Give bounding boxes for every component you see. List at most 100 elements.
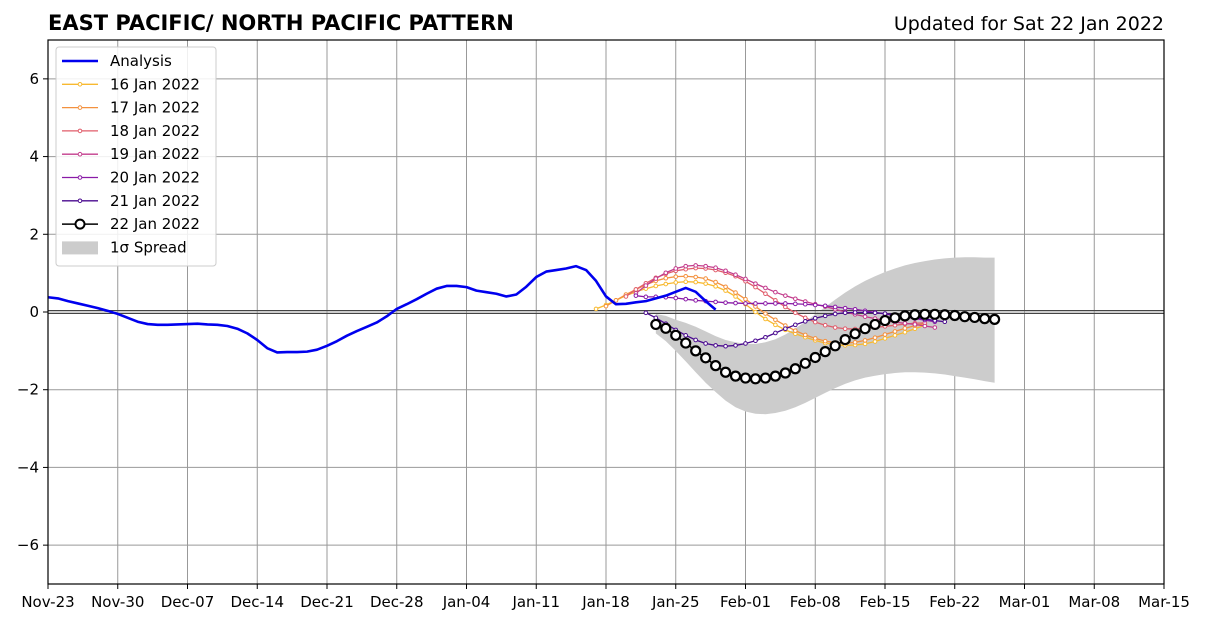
- forecast-point-3: [902, 320, 908, 326]
- legend-swatch-forecast-marker: [77, 151, 83, 157]
- y-tick-label: 2: [29, 225, 39, 243]
- forecast-point-1: [773, 317, 778, 323]
- forecast-point-3: [683, 263, 689, 269]
- x-tick-label: Dec-07: [161, 593, 215, 611]
- forecast-point-3: [733, 272, 738, 277]
- forecast-point-2: [793, 310, 798, 316]
- x-tick-label: Nov-23: [21, 593, 74, 611]
- forecast-point-3: [773, 289, 778, 295]
- forecast-point-2: [842, 326, 848, 332]
- forecast-point-5: [683, 333, 689, 338]
- latest-forecast-point: [809, 351, 821, 364]
- forecast-point-1: [743, 296, 748, 302]
- forecast-point-0: [713, 284, 718, 289]
- latest-forecast-point: [759, 372, 772, 384]
- latest-forecast-point: [899, 310, 911, 322]
- y-tick-label: 4: [29, 148, 39, 166]
- forecast-point-1: [603, 303, 609, 309]
- forecast-point-1: [822, 338, 828, 344]
- legend-swatch-forecast-marker: [77, 175, 83, 180]
- forecast-point-1: [793, 328, 798, 333]
- forecast-point-3: [862, 314, 868, 319]
- forecast-point-4: [763, 301, 768, 306]
- legend-swatch-forecast-marker: [77, 198, 83, 204]
- forecast-point-5: [793, 322, 798, 328]
- forecast-point-3: [653, 276, 659, 281]
- forecast-point-3: [743, 276, 748, 282]
- forecast-point-4: [693, 298, 698, 303]
- latest-forecast-point: [660, 322, 672, 334]
- forecast-point-1: [663, 275, 669, 281]
- legend-swatch-spread: [62, 241, 98, 255]
- latest-forecast-point: [700, 352, 712, 364]
- forecast-point-3: [922, 323, 928, 329]
- forecast-point-0: [892, 333, 898, 338]
- forecast-point-5: [743, 341, 748, 346]
- forecast-point-5: [753, 338, 758, 344]
- forecast-point-1: [812, 336, 818, 341]
- forecast-point-3: [663, 270, 669, 276]
- x-tick-label: Feb-15: [859, 593, 910, 611]
- x-tick-label: Mar-01: [999, 593, 1051, 611]
- forecast-point-4: [822, 303, 828, 309]
- forecast-point-5: [822, 313, 828, 319]
- latest-forecast-point: [729, 370, 742, 382]
- forecast-point-5: [693, 337, 698, 343]
- forecast-point-4: [812, 302, 818, 308]
- forecast-point-4: [713, 299, 718, 305]
- legend-label: 20 Jan 2022: [110, 169, 200, 187]
- latest-forecast-point: [789, 363, 801, 375]
- forecast-point-2: [623, 294, 629, 299]
- forecast-point-5: [942, 319, 948, 325]
- forecast-point-5: [872, 310, 878, 316]
- latest-forecast-point: [670, 329, 682, 341]
- legend-box: [55, 46, 217, 267]
- legend-swatch-forecast-marker: [77, 82, 83, 87]
- forecast-point-3: [932, 325, 938, 330]
- forecast-point-0: [872, 339, 878, 344]
- forecast-point-5: [643, 310, 649, 316]
- forecast-point-1: [862, 338, 868, 343]
- forecast-point-5: [882, 311, 888, 316]
- y-tick-label: 6: [29, 70, 39, 88]
- forecast-point-4: [753, 301, 758, 306]
- x-tick-label: Jan-04: [442, 593, 491, 611]
- forecast-point-0: [902, 329, 908, 335]
- latest-forecast-point: [680, 337, 692, 349]
- latest-forecast-point: [959, 311, 971, 323]
- forecast-point-2: [633, 287, 639, 292]
- forecast-point-5: [862, 310, 868, 315]
- y-tick-label: −6: [17, 536, 39, 554]
- latest-forecast-point: [779, 367, 791, 379]
- forecast-point-4: [733, 300, 738, 306]
- forecast-point-1: [713, 279, 718, 285]
- forecast-line-0: [595, 281, 926, 347]
- legend-label: 18 Jan 2022: [110, 122, 200, 140]
- analysis-line: [47, 264, 717, 354]
- forecast-point-3: [643, 283, 649, 288]
- legend-label: 21 Jan 2022: [110, 192, 200, 210]
- legend-swatch-forecast-marker: [77, 105, 83, 110]
- chart-title: EAST PACIFIC/ NORTH PACIFIC PATTERN: [48, 11, 514, 35]
- forecast-point-5: [713, 343, 718, 348]
- forecast-point-5: [763, 334, 768, 340]
- x-tick-label: Jan-18: [581, 593, 630, 611]
- forecast-point-0: [673, 280, 679, 285]
- forecast-point-0: [763, 316, 768, 322]
- forecast-point-4: [832, 304, 838, 310]
- latest-forecast-point: [710, 360, 722, 372]
- forecast-point-0: [703, 281, 708, 286]
- forecast-point-2: [832, 325, 838, 330]
- latest-forecast-point: [919, 308, 931, 320]
- forecast-point-1: [693, 274, 698, 280]
- forecast-point-1: [763, 311, 768, 316]
- forecast-point-5: [812, 315, 818, 321]
- latest-forecast-point: [949, 309, 961, 322]
- latest-forecast-point: [749, 373, 762, 385]
- forecast-point-4: [783, 301, 788, 306]
- legend-label: Analysis: [110, 52, 172, 70]
- forecast-point-1: [733, 290, 738, 295]
- forecast-point-4: [793, 301, 798, 307]
- legend-label: 1σ Spread: [110, 238, 187, 256]
- forecast-point-3: [703, 263, 708, 269]
